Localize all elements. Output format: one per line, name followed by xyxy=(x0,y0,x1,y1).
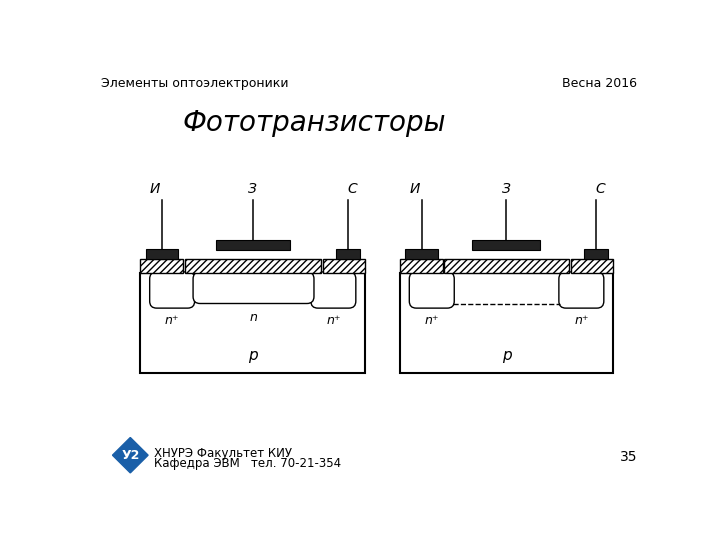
Text: Весна 2016: Весна 2016 xyxy=(562,77,637,90)
FancyBboxPatch shape xyxy=(150,272,194,308)
FancyBboxPatch shape xyxy=(559,272,604,308)
Text: 35: 35 xyxy=(620,450,637,464)
FancyBboxPatch shape xyxy=(409,272,454,308)
Text: p: p xyxy=(502,348,511,363)
Text: З: З xyxy=(248,183,257,197)
Bar xyxy=(472,240,540,249)
Text: n: n xyxy=(250,311,258,324)
Text: n⁺: n⁺ xyxy=(574,314,589,327)
Text: З: З xyxy=(502,183,510,197)
Text: И: И xyxy=(410,183,420,197)
FancyBboxPatch shape xyxy=(193,272,314,303)
Text: У2: У2 xyxy=(121,449,140,462)
Text: n⁺: n⁺ xyxy=(165,314,179,327)
Bar xyxy=(444,259,569,273)
Polygon shape xyxy=(112,437,148,473)
Bar xyxy=(405,249,438,259)
Text: Фототранзисторы: Фототранзисторы xyxy=(183,110,446,138)
Text: И: И xyxy=(150,183,161,197)
Bar xyxy=(140,259,183,273)
Bar xyxy=(400,273,613,373)
Bar xyxy=(140,273,365,373)
FancyBboxPatch shape xyxy=(311,272,356,308)
Bar xyxy=(585,249,608,259)
Text: Элементы оптоэлектроники: Элементы оптоэлектроники xyxy=(101,77,288,90)
Text: n⁺: n⁺ xyxy=(425,314,439,327)
Text: ХНУРЭ Факультет КИУ: ХНУРЭ Факультет КИУ xyxy=(153,447,292,460)
Bar xyxy=(184,259,321,273)
Text: Кафедра ЭВМ   тел. 70-21-354: Кафедра ЭВМ тел. 70-21-354 xyxy=(153,457,341,470)
Bar xyxy=(336,249,360,259)
Bar xyxy=(570,259,613,273)
Bar xyxy=(323,259,365,273)
Bar xyxy=(400,259,443,273)
Text: С: С xyxy=(348,183,358,197)
Text: n⁺: n⁺ xyxy=(326,314,341,327)
Text: С: С xyxy=(596,183,606,197)
Bar xyxy=(145,249,179,259)
Bar xyxy=(215,240,290,249)
Text: p: p xyxy=(248,348,258,363)
